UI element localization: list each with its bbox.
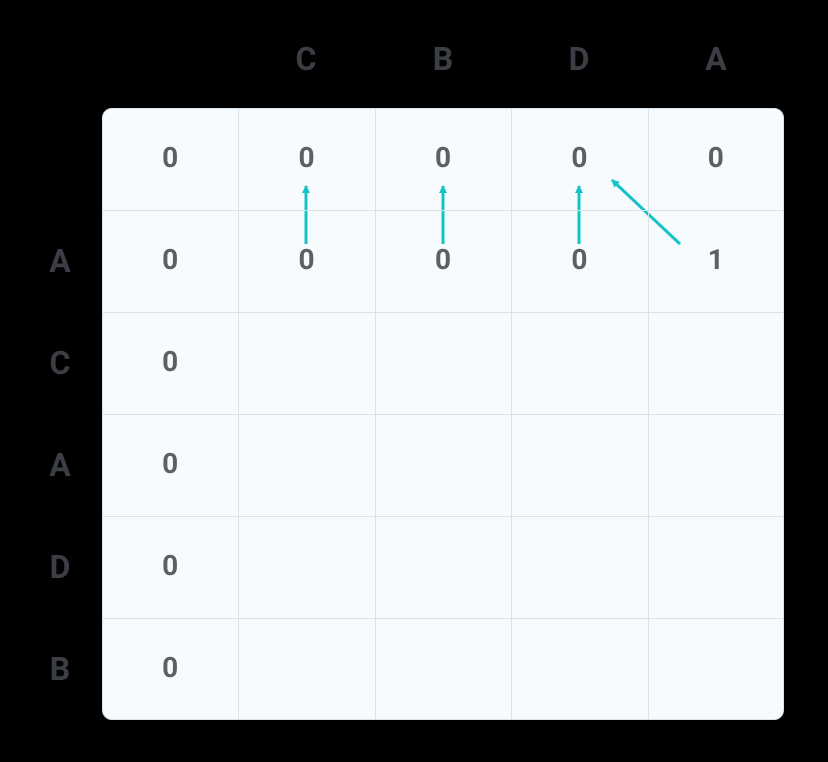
cell-2-0: 0 — [140, 345, 200, 378]
cell-1-2: 0 — [413, 243, 473, 276]
row-header-1: A — [40, 242, 80, 280]
gridline-horizontal — [102, 210, 784, 211]
gridline-horizontal — [102, 414, 784, 415]
col-header-3: D — [559, 40, 599, 78]
row-header-4: D — [40, 548, 80, 586]
diagram-container: C B D A A C A D B 0 0 0 0 0 0 0 0 0 1 0 … — [0, 0, 828, 762]
cell-3-0: 0 — [140, 447, 200, 480]
cell-1-3: 0 — [549, 243, 609, 276]
cell-0-4: 0 — [686, 141, 746, 174]
row-header-2: C — [40, 344, 80, 382]
cell-1-4: 1 — [686, 243, 746, 276]
cell-0-2: 0 — [413, 141, 473, 174]
col-header-1: C — [286, 40, 326, 78]
cell-1-1: 0 — [277, 243, 337, 276]
cell-5-0: 0 — [140, 651, 200, 684]
row-header-5: B — [40, 650, 80, 688]
gridline-horizontal — [102, 516, 784, 517]
cell-1-0: 0 — [140, 243, 200, 276]
gridline-horizontal — [102, 618, 784, 619]
cell-4-0: 0 — [140, 549, 200, 582]
cell-0-1: 0 — [277, 141, 337, 174]
cell-0-0: 0 — [140, 141, 200, 174]
gridline-horizontal — [102, 312, 784, 313]
col-header-4: A — [696, 40, 736, 78]
col-header-2: B — [423, 40, 463, 78]
row-header-3: A — [40, 446, 80, 484]
cell-0-3: 0 — [549, 141, 609, 174]
